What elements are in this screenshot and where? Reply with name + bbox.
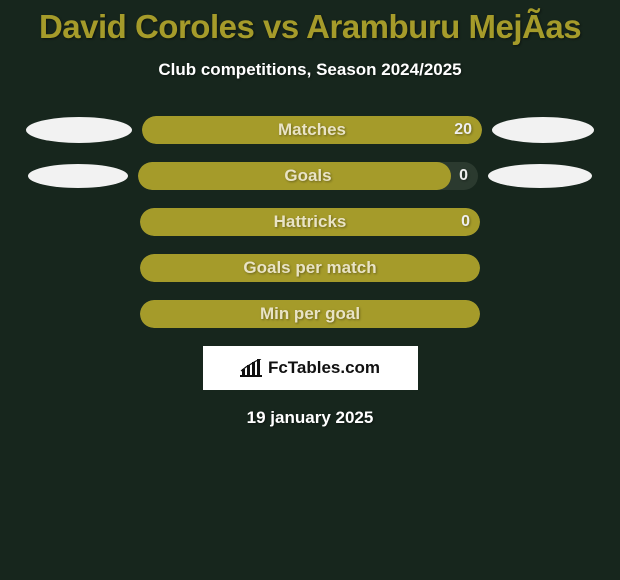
fctables-logo: FcTables.com: [203, 346, 418, 390]
spacer: [490, 268, 596, 269]
right-ellipse-icon: [492, 117, 594, 143]
spacer: [490, 222, 596, 223]
bar-chart-icon: [240, 359, 262, 377]
spacer: [490, 314, 596, 315]
stat-bar: Matches 20: [142, 116, 482, 144]
stat-label: Matches: [142, 116, 482, 144]
stat-value: 20: [454, 116, 472, 144]
stat-row: Min per goal: [0, 300, 620, 328]
stat-row: Goals 0: [0, 162, 620, 190]
stat-row: Matches 20: [0, 116, 620, 144]
stat-row: Goals per match: [0, 254, 620, 282]
left-ellipse-icon: [26, 117, 132, 143]
stat-label: Hattricks: [140, 208, 480, 236]
spacer: [24, 268, 130, 269]
logo-text: FcTables.com: [268, 358, 380, 378]
stat-label: Goals: [138, 162, 478, 190]
stat-value: 0: [459, 162, 468, 190]
stat-bar: Goals 0: [138, 162, 478, 190]
stat-row: Hattricks 0: [0, 208, 620, 236]
spacer: [24, 314, 130, 315]
subtitle: Club competitions, Season 2024/2025: [0, 60, 620, 80]
right-ellipse-icon: [488, 164, 592, 188]
stat-bar: Goals per match: [140, 254, 480, 282]
stat-bar: Hattricks 0: [140, 208, 480, 236]
date-text: 19 january 2025: [0, 408, 620, 428]
comparison-infographic: David Coroles vs Aramburu MejÃ­as Club c…: [0, 0, 620, 580]
stat-label: Goals per match: [140, 254, 480, 282]
left-ellipse-icon: [28, 164, 128, 188]
spacer: [24, 222, 130, 223]
page-title: David Coroles vs Aramburu MejÃ­as: [0, 0, 620, 46]
stat-label: Min per goal: [140, 300, 480, 328]
stat-rows: Matches 20 Goals 0 Hattricks 0: [0, 116, 620, 328]
stat-bar: Min per goal: [140, 300, 480, 328]
stat-value: 0: [461, 208, 470, 236]
